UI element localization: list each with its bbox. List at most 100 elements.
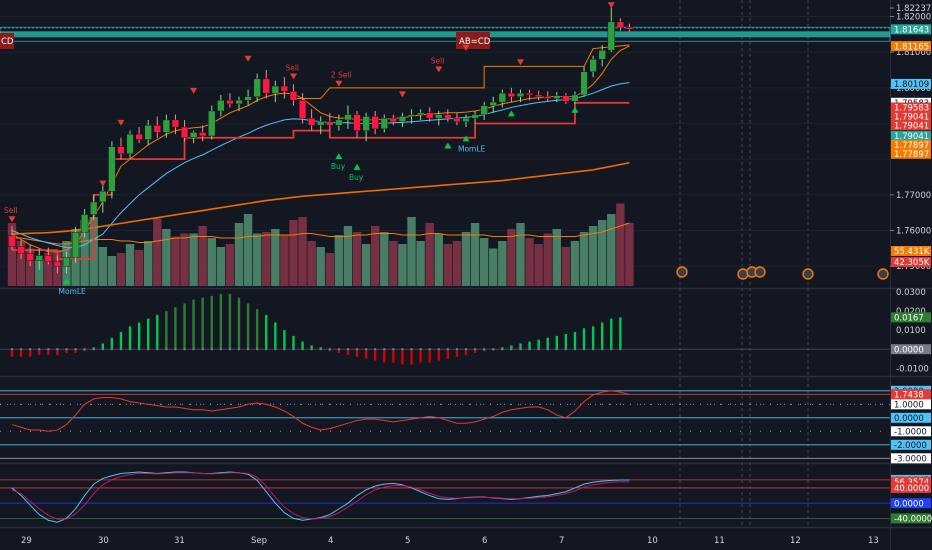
momentum-dot [65,348,68,351]
momentum-dot [364,348,368,351]
volume-bar [543,233,552,286]
momentum-dot [437,348,440,351]
momentum-bar [210,295,213,350]
time-axis-label: 10 [647,536,658,546]
volume-bar [116,253,126,286]
event-icon [737,268,749,280]
candle-body [607,21,615,51]
volume-bar [198,226,207,286]
momentum-dot [537,348,540,351]
buy-signal-arrow [353,163,361,170]
price-tag-label: 1.79583 [894,104,929,114]
price-tick-label: 1.81000 [896,48,931,58]
buy-signal-label: Buy [349,173,364,182]
momentum-dot [392,348,395,351]
price-tick-label: 1.75000 [896,262,931,272]
volume-bar [434,233,443,286]
volume-bar [216,247,226,286]
momentum-dot [328,348,331,351]
buy-signal-arrow [335,153,343,160]
sell-signal-arrow [289,73,297,80]
momentum-dot [528,348,531,351]
momentum-bar [610,318,613,350]
time-axis-label: 5 [405,536,410,546]
momentum-bar [337,349,341,354]
oscillator-tag [891,399,931,410]
momentum-dot [255,348,259,351]
volume-bar [7,223,17,286]
oscillator-tag-label: 1.7438 [894,390,924,400]
volume-bar [289,220,298,286]
candle-body [389,117,397,122]
volume-bar [398,244,407,286]
volume-bar [479,238,489,286]
volume-bar [579,232,589,286]
oscillator-line [11,390,630,432]
momentum-dot [274,348,277,351]
price-tick-label: 1.82000 [896,12,931,22]
momentum-bar [265,314,268,350]
candle-body [217,100,225,112]
price-tag [891,257,931,267]
candle-body [589,59,597,72]
candle-body [271,85,279,94]
momentum-bar [274,322,277,350]
volume-bar [252,233,262,286]
momentum-dot [573,348,577,351]
candle-body [8,235,16,247]
oscillator-tag-label: -2.0000 [894,441,927,451]
momentum-bar [510,345,513,350]
volume-bar [234,223,244,286]
candle-body [344,114,352,121]
momentum-bar [619,317,622,350]
volume-bar [153,218,162,286]
stochastic-tag-label: 56.3574 [894,478,929,488]
candle-body [308,117,316,126]
overlay-line-2 [11,161,630,235]
price-tag [891,139,931,150]
momentum-dot [110,348,114,351]
price-tag [891,130,931,141]
volume-bar [561,247,571,286]
candle-body [62,257,71,267]
volume-bar [470,223,480,286]
volume-bar [207,238,216,286]
stochastic-line-0 [11,471,630,523]
candle-body [71,232,80,258]
momentum-bar [74,349,77,354]
candle-body [417,112,425,115]
volume-bar [452,241,462,286]
momentum-bar [28,349,32,357]
candle-body [262,78,270,94]
oscillator-tag-label: 1.0000 [894,401,924,411]
event-icon [754,266,766,278]
candle-body [35,255,43,262]
momentum-dot [501,348,504,351]
candle-body [398,116,407,122]
momentum-bar [101,343,104,350]
momentum-dot [610,348,613,351]
level-band [0,31,890,38]
momentum-bar [119,332,123,350]
momentum-bar [573,332,577,350]
volume-bar [280,235,289,286]
oscillator-tag [891,389,931,400]
volume-bar [516,223,525,286]
momentum-dot [383,348,386,351]
momentum-bar [147,318,150,350]
candle-body [208,110,216,137]
oscillator-tag [891,453,931,464]
volume-bar [80,220,89,286]
momentum-dot [147,348,150,351]
candle-body [498,92,506,103]
momentum-bar [591,326,595,350]
sell-signal-arrow [117,119,125,126]
momentum-bar [19,349,23,357]
buy-signal-arrow [62,278,70,284]
time-axis-label: 31 [174,536,185,546]
candle-body [525,92,534,96]
candle-body [26,253,34,262]
volume-bar [461,232,471,286]
